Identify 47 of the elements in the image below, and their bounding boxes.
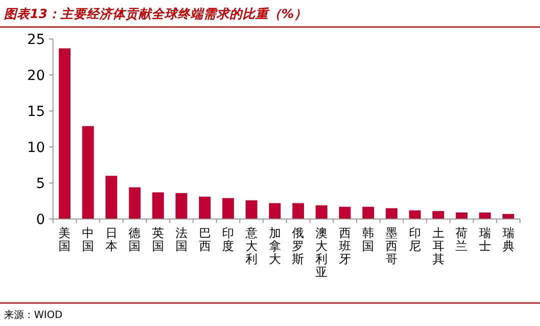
chart-title: 图表13：主要经济体贡献全球终端需求的比重（%） (4, 6, 307, 21)
bar (246, 200, 258, 219)
x-tick-label: 法国 (175, 226, 188, 253)
x-tick-label: 墨西哥 (386, 226, 398, 266)
bar (362, 206, 374, 219)
x-tick-label: 印尼 (408, 226, 421, 253)
x-tick-label: 德国 (128, 226, 141, 253)
x-tick-label: 英国 (152, 226, 164, 253)
x-tick-label: 瑞典 (502, 226, 514, 253)
bar (58, 48, 71, 219)
y-tick-label: 25 (27, 32, 45, 48)
y-tick-label: 15 (27, 104, 45, 120)
bar (82, 126, 94, 219)
x-tick-label: 澳大利亚 (316, 226, 328, 279)
bar (106, 176, 118, 219)
bar (316, 205, 328, 219)
bar (386, 208, 398, 219)
bar (128, 187, 141, 219)
y-tick-label: 0 (36, 212, 45, 228)
x-tick-label: 土耳其 (432, 226, 444, 266)
x-tick-label: 印度 (222, 226, 234, 253)
x-tick-label: 巴西 (198, 226, 211, 253)
y-tick-label: 5 (36, 176, 45, 192)
x-tick-label: 加拿大 (268, 226, 281, 266)
source-note: 来源：WIOD (4, 309, 63, 321)
bar (409, 210, 421, 219)
bar (152, 192, 164, 219)
x-tick-label: 韩国 (362, 226, 374, 253)
bar (456, 212, 468, 219)
y-tick-label: 10 (27, 140, 45, 156)
x-tick-label: 瑞士 (478, 226, 491, 253)
x-tick-label: 美国 (58, 226, 71, 253)
x-tick-label: 意大利 (244, 226, 258, 266)
x-tick-label: 日本 (105, 226, 118, 253)
x-tick-label: 中国 (82, 226, 94, 253)
x-tick-label: 西班牙 (338, 226, 351, 266)
y-tick-label: 20 (27, 68, 45, 84)
bar (198, 196, 211, 219)
bar (432, 211, 444, 219)
bar (176, 193, 188, 219)
bar (222, 198, 234, 219)
bar (339, 206, 351, 219)
bar (292, 203, 304, 219)
x-tick-label: 俄罗斯 (292, 226, 304, 266)
bar (268, 203, 281, 219)
x-tick-label: 荷兰 (456, 226, 468, 253)
bar (479, 212, 491, 219)
